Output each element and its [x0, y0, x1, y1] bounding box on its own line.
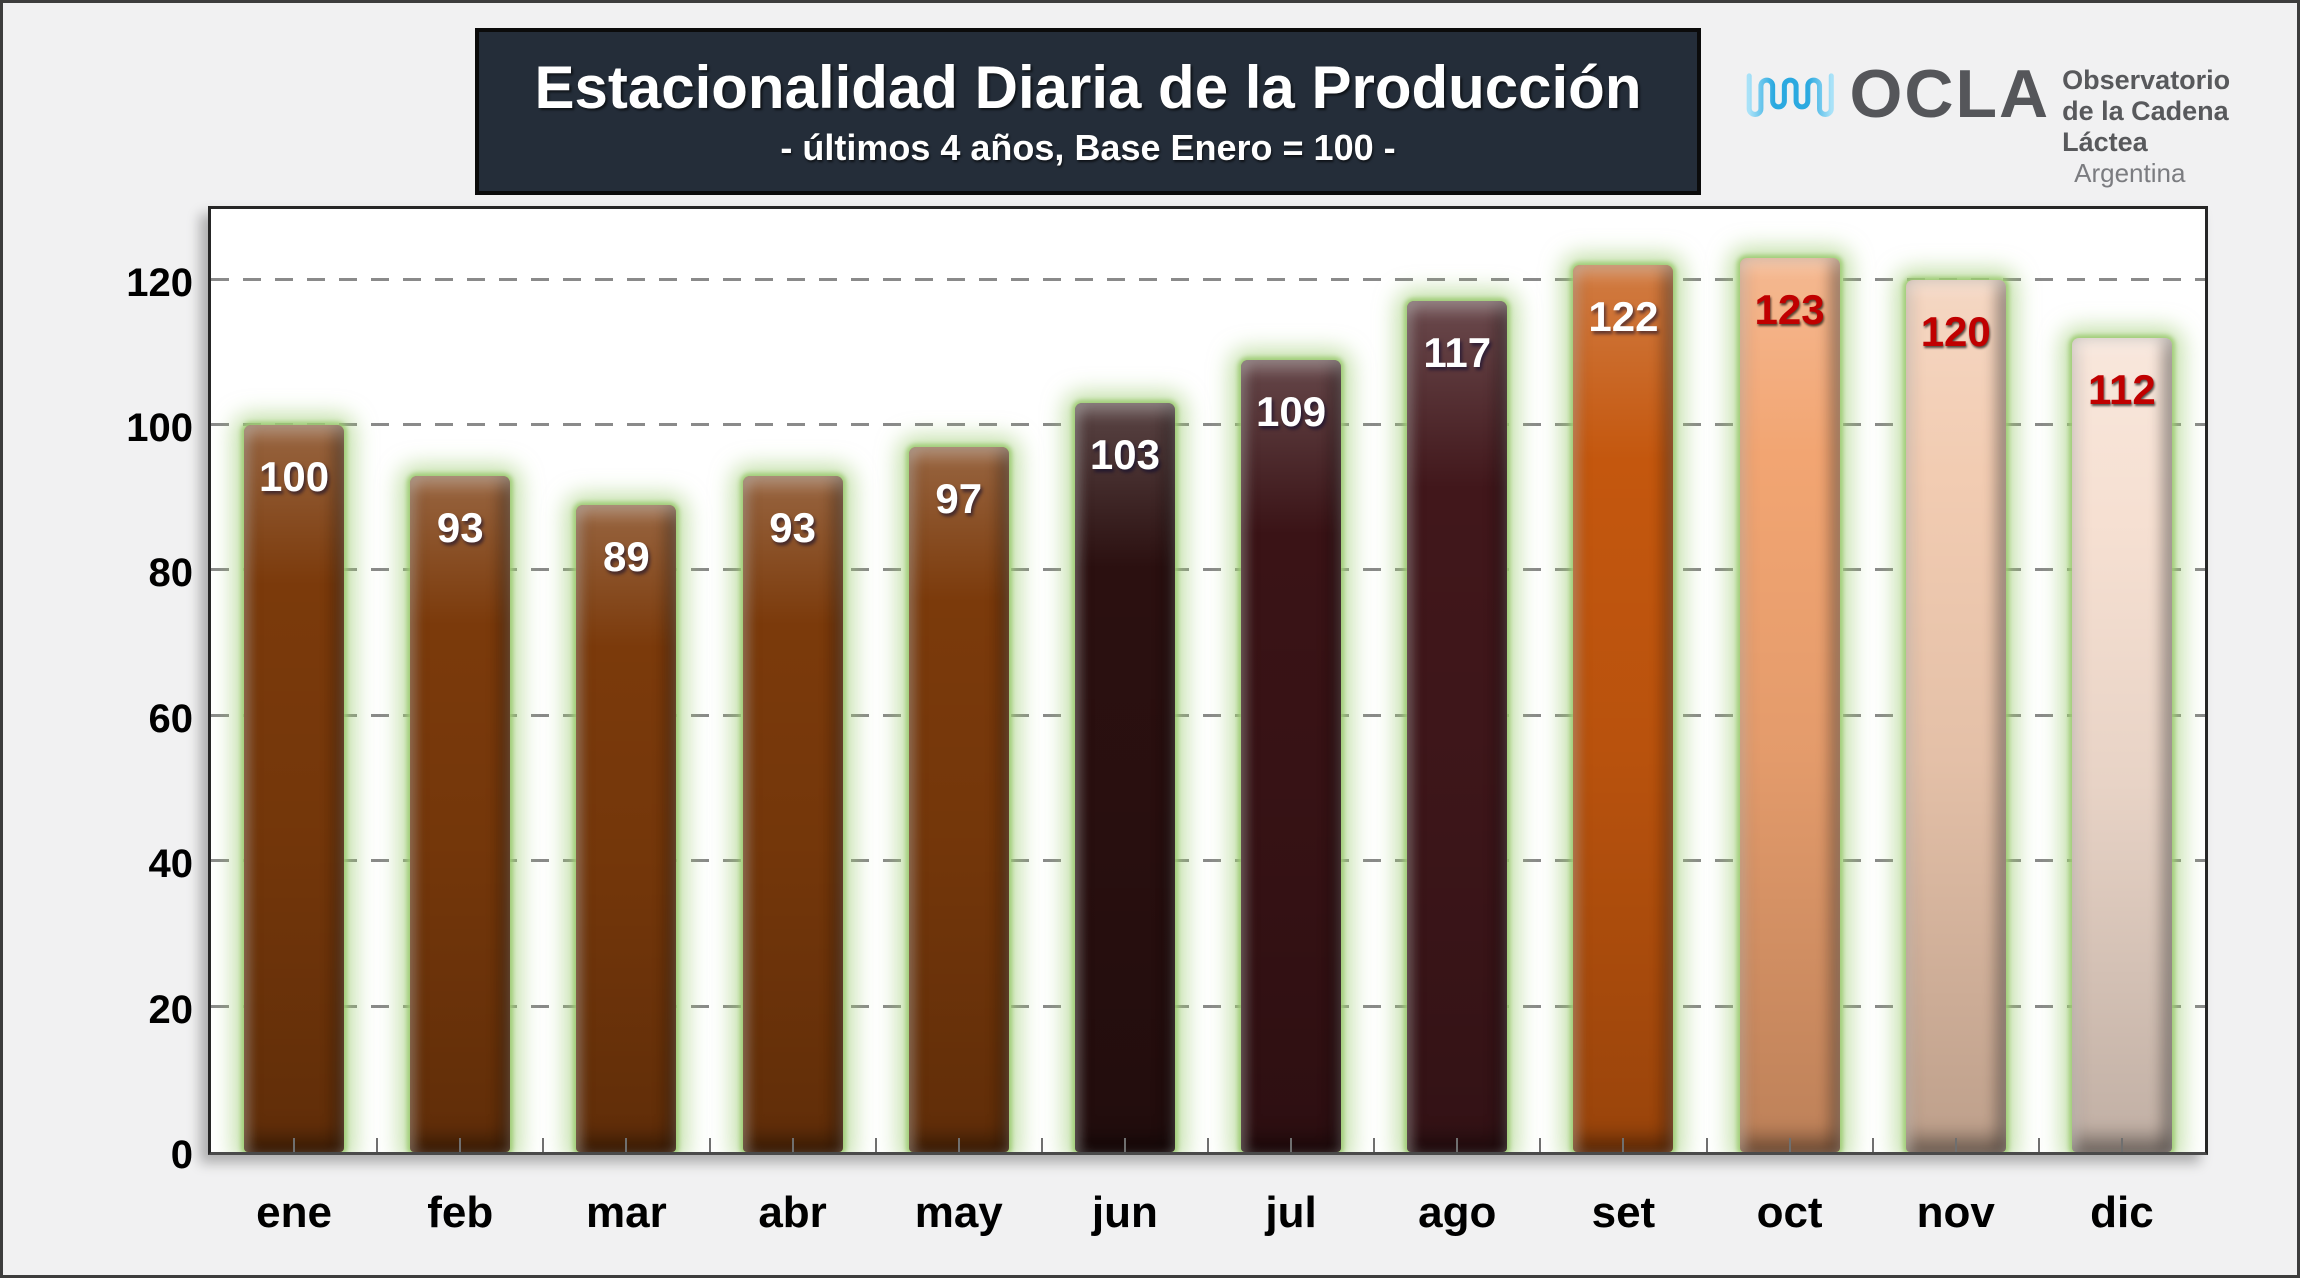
- y-axis-label-0: 0: [170, 1133, 193, 1177]
- axis-tick: [1954, 1138, 1957, 1152]
- bar-value-may: 97: [935, 474, 983, 522]
- wave-icon: [1746, 73, 1834, 117]
- axis-tick: [874, 1138, 877, 1152]
- axis-tick: [542, 1138, 545, 1152]
- x-axis-label-set: set: [1591, 1188, 1656, 1237]
- axis-tick: [1788, 1138, 1791, 1152]
- y-axis-label-20: 20: [148, 987, 194, 1032]
- gridline-80: [211, 568, 2205, 572]
- y-axis-label-40: 40: [148, 842, 194, 887]
- axis-tick: [1373, 1138, 1376, 1152]
- logo-brand-text: OCLA: [1849, 56, 2051, 132]
- axis-tick: [376, 1138, 379, 1152]
- bar-ene: 100: [244, 425, 345, 1152]
- logo-side-text: Observatorio de la Cadena Láctea Argenti…: [2062, 65, 2297, 189]
- x-axis-label-abr: abr: [758, 1188, 827, 1237]
- bar-mar: 89: [576, 504, 677, 1152]
- gridline-100: [211, 423, 2205, 426]
- bar-value-nov: 120: [1920, 307, 1991, 355]
- axis-tick: [1539, 1138, 1542, 1152]
- x-axis-label-ene: ene: [256, 1188, 332, 1237]
- logo-line-cadena-lactea: de la Cadena Láctea: [2062, 96, 2229, 157]
- x-axis-label-jun: jun: [1091, 1188, 1158, 1237]
- y-axis-label-80: 80: [148, 551, 194, 596]
- axis-tick: [2120, 1138, 2123, 1152]
- plot-frame: 100 93 89 93 97 103 109 117 122 123 120 112: [208, 206, 2208, 1155]
- bar-set: 122: [1573, 265, 1674, 1152]
- x-axis-label-mar: mar: [586, 1188, 667, 1237]
- x-axis-label-may: may: [914, 1188, 1003, 1237]
- axis-tick: [1123, 1138, 1126, 1152]
- title-box: Estacionalidad Diaria de la Producción -…: [475, 28, 1701, 195]
- bar-value-jun: 103: [1089, 431, 1160, 479]
- y-axis-label-100: 100: [126, 406, 193, 450]
- bar-may: 97: [908, 446, 1009, 1152]
- bar-value-oct: 123: [1754, 285, 1825, 333]
- ocla-logo: OCLA Observatorio de la Cadena Láctea Ar…: [1745, 59, 2297, 189]
- axis-tick: [293, 1138, 296, 1152]
- gridline-120: [211, 277, 2205, 281]
- axis-tick: [1207, 1138, 1209, 1152]
- axis-tick: [1705, 1138, 1708, 1152]
- chart-subtitle: - últimos 4 años, Base Enero = 100 -: [780, 127, 1396, 169]
- x-axis-label-feb: feb: [427, 1188, 494, 1237]
- x-axis-label-jul: jul: [1265, 1188, 1317, 1237]
- bar-value-mar: 89: [603, 532, 650, 580]
- axis-tick: [459, 1138, 462, 1152]
- bar-oct: 123: [1739, 257, 1840, 1152]
- bar-value-abr: 93: [769, 503, 816, 551]
- axis-tick: [1871, 1138, 1874, 1152]
- gridline-60: [211, 713, 2205, 717]
- bar-value-ene: 100: [259, 453, 330, 500]
- y-axis-label-120: 120: [126, 260, 193, 305]
- bar-abr: 93: [742, 475, 843, 1152]
- gridline-20: [211, 1004, 2205, 1008]
- y-axis-label-60: 60: [148, 696, 194, 741]
- chart-title: Estacionalidad Diaria de la Producción: [534, 54, 1642, 122]
- axis-tick: [2037, 1138, 2040, 1152]
- axis-tick: [957, 1138, 960, 1152]
- bar-value-ago: 117: [1423, 329, 1492, 377]
- logo-line-observatorio: Observatorio: [2062, 65, 2231, 95]
- bar-value-feb: 93: [436, 503, 484, 551]
- bar-value-dic: 112: [2088, 365, 2156, 413]
- axis-tick: [791, 1138, 794, 1152]
- x-axis-label-ago: ago: [1418, 1188, 1497, 1237]
- gridline-40: [211, 859, 2205, 863]
- logo-line-argentina: Argentina: [2074, 158, 2186, 188]
- x-axis-label-oct: oct: [1756, 1188, 1823, 1237]
- x-axis-label-nov: nov: [1916, 1188, 1995, 1237]
- axis-tick: [1622, 1138, 1625, 1152]
- bar-jun: 103: [1074, 403, 1175, 1152]
- bar-dic: 112: [2071, 337, 2172, 1152]
- axis-tick: [708, 1138, 711, 1152]
- axis-tick: [1040, 1138, 1043, 1152]
- x-axis-label-dic: dic: [2090, 1188, 2154, 1237]
- bar-jul: 109: [1241, 359, 1342, 1152]
- plot-area: 100 93 89 93 97 103 109 117 122 123 120 112: [211, 209, 2205, 1152]
- axis-tick: [625, 1138, 628, 1152]
- bar-ago: 117: [1407, 301, 1508, 1152]
- bar-value-set: 122: [1588, 293, 1659, 341]
- bar-value-jul: 109: [1256, 387, 1327, 435]
- bar-feb: 93: [410, 475, 511, 1152]
- axis-tick: [1290, 1138, 1293, 1152]
- bar-nov: 120: [1905, 279, 2006, 1152]
- axis-tick: [1456, 1138, 1459, 1152]
